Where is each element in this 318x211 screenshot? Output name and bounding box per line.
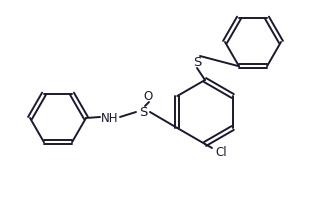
Text: NH: NH — [101, 111, 119, 124]
Text: S: S — [139, 106, 147, 119]
Text: O: O — [143, 89, 153, 103]
Text: Cl: Cl — [215, 146, 227, 158]
Text: S: S — [193, 55, 201, 69]
